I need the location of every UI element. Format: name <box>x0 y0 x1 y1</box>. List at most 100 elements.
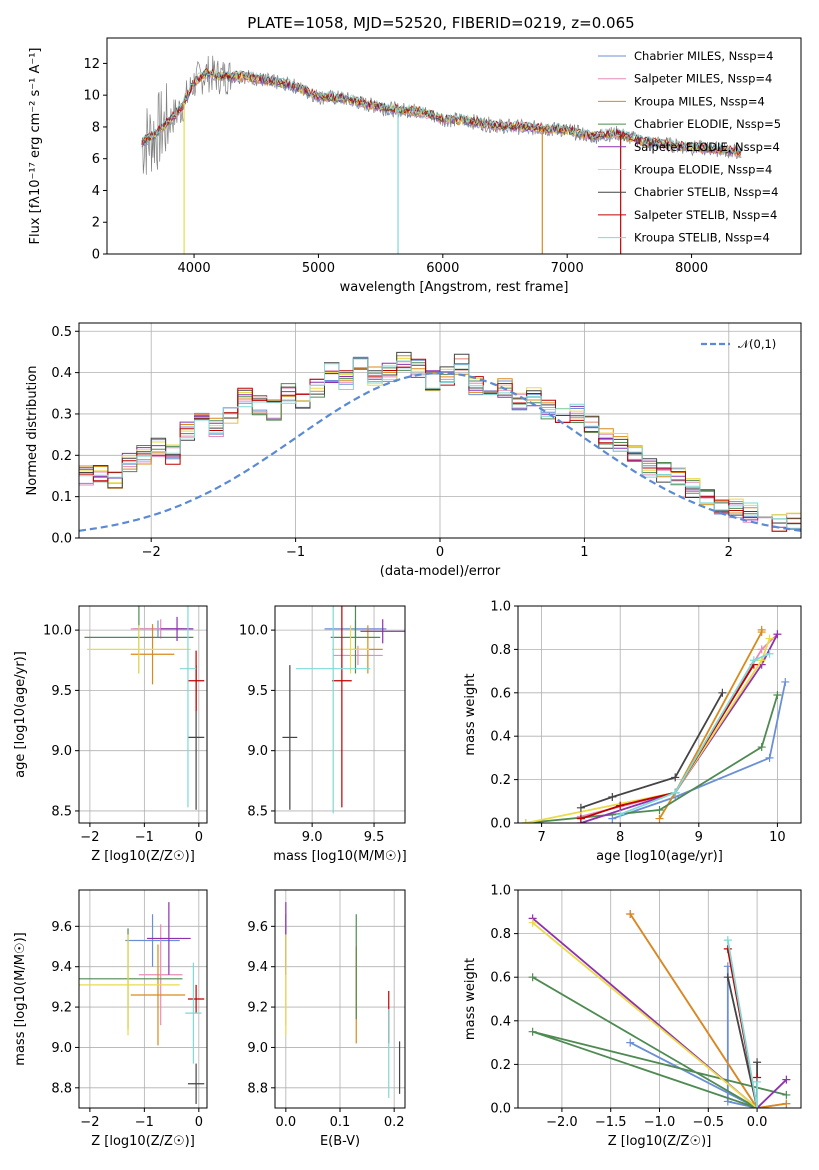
legend-label: Salpeter ELODIE, Nssp=4 <box>634 140 780 154</box>
y-tick-label: 0.6 <box>490 686 511 701</box>
y-tick-label: 4 <box>92 184 100 199</box>
y-axis-label: Flux [fλ10⁻¹⁷ erg cm⁻² s⁻¹ A⁻¹] <box>28 48 43 245</box>
series-marker <box>608 814 617 823</box>
series-marker <box>749 656 758 665</box>
series-marker <box>616 801 625 810</box>
errorbar-group <box>282 606 405 814</box>
series-marker <box>723 973 732 982</box>
normal-curve-line <box>79 371 801 532</box>
line-group <box>521 625 790 823</box>
mass-vs-Z-axes: −2 −1 0 8.8 9.0 9.2 9.4 9.6 Z [log10(Z/Z☉)] mass … <box>13 889 208 1149</box>
histogram-step-line <box>79 358 801 531</box>
residuals-axes: −2 −1 0 1 2 0.0 0.1 0.2 0.3 0.4 0.5 (data-model)/er… <box>25 322 802 579</box>
y-tick-label: 8 <box>92 120 100 135</box>
x-tick-label: 2 <box>725 545 733 560</box>
series-marker <box>723 936 732 945</box>
y-tick-label: 0.8 <box>490 643 511 658</box>
y-tick-label: 9.0 <box>247 744 268 759</box>
series-marker <box>753 1077 762 1086</box>
series-marker <box>757 645 766 654</box>
legend-label: Kroupa STELIB, Nssp=4 <box>634 231 770 245</box>
series-marker <box>723 944 732 953</box>
y-tick-label: 9.4 <box>51 960 72 975</box>
model-spectrum-line <box>141 69 742 154</box>
histogram-step-line <box>79 355 801 532</box>
x-axis-label: (data-model)/error <box>380 564 501 579</box>
y-tick-label: 9.6 <box>51 920 72 935</box>
x-tick-label: 0.0 <box>275 1115 296 1130</box>
y-tick-label: 9.5 <box>51 684 72 699</box>
y-tick-label: 0.1 <box>51 490 72 505</box>
x-axis-label: E(B-V) <box>320 1134 360 1149</box>
series-marker <box>608 792 617 801</box>
massweight-vs-age-axes: 7 8 9 10 0.0 0.2 0.4 0.6 0.8 1.0 age [log10(age/yr… <box>463 600 802 864</box>
series-line <box>580 692 724 809</box>
histogram-step-line <box>79 356 801 530</box>
y-tick-label: 10.0 <box>239 624 268 639</box>
x-tick-label: 0.0 <box>747 1115 768 1130</box>
x-tick-label: 0 <box>195 830 203 845</box>
x-axis-label: age [log10(age/yr)] <box>596 849 723 864</box>
x-tick-label: −2.0 <box>546 1115 578 1130</box>
legend-label: Salpeter MILES, Nssp=4 <box>634 72 772 86</box>
axes-frame <box>78 605 208 824</box>
series-marker <box>753 1104 762 1108</box>
legend-label: Salpeter STELIB, Nssp=4 <box>634 208 777 222</box>
y-tick-label: 0.4 <box>490 1014 511 1029</box>
series-line <box>629 966 758 1108</box>
x-tick-label: 9.5 <box>364 830 385 845</box>
y-tick-label: 0.8 <box>490 927 511 942</box>
y-tick-label: 0.2 <box>490 1058 511 1073</box>
y-tick-label: 0.4 <box>490 730 511 745</box>
x-tick-label: −2 <box>80 1115 99 1130</box>
y-tick-label: 6 <box>92 152 100 167</box>
x-tick-label: −1 <box>135 830 154 845</box>
line-group <box>528 909 791 1108</box>
axes-frame <box>78 322 802 539</box>
y-axis-label: age [log10(age/yr)] <box>13 651 28 778</box>
legend-label: Chabrier MILES, Nssp=4 <box>634 49 773 63</box>
axes-frame <box>517 889 802 1109</box>
y-tick-label: 10.0 <box>43 624 72 639</box>
axes-frame <box>78 889 208 1109</box>
y-tick-label: 10 <box>83 89 100 104</box>
y-tick-label: 9.5 <box>247 684 268 699</box>
series-line <box>532 917 788 1108</box>
axes-frame <box>106 37 802 255</box>
series-marker <box>782 1075 791 1084</box>
y-tick-label: 2 <box>92 216 100 231</box>
y-tick-label: 0.4 <box>51 366 72 381</box>
x-tick-label: 0.2 <box>384 1115 405 1130</box>
series-marker <box>773 690 782 699</box>
y-tick-label: 9.0 <box>247 1041 268 1056</box>
y-tick-label: 8.5 <box>247 804 268 819</box>
x-axis-label: Z [log10(Z/Z☉)] <box>91 1134 195 1149</box>
x-tick-label: −1 <box>286 545 305 560</box>
series-marker <box>521 819 530 823</box>
series-marker <box>757 743 766 752</box>
x-tick-label: −1.5 <box>595 1115 627 1130</box>
series-marker <box>782 1099 791 1108</box>
legend-label: 𝒩(0,1) <box>738 337 776 351</box>
plot-title: PLATE=1058, MJD=52520, FIBERID=0219, z=0… <box>247 14 634 32</box>
y-tick-label: 0.2 <box>490 773 511 788</box>
series-marker <box>781 677 790 686</box>
y-tick-label: 0.0 <box>51 532 72 547</box>
series-marker <box>765 649 774 658</box>
series-marker <box>671 788 680 797</box>
series-marker <box>773 630 782 639</box>
x-axis-label: Z [log10(Z/Z☉)] <box>91 849 195 864</box>
y-tick-label: 8.8 <box>247 1081 268 1096</box>
x-tick-label: 8 <box>616 830 624 845</box>
x-tick-label: 0.1 <box>330 1115 351 1130</box>
x-tick-label: 1 <box>580 545 588 560</box>
y-tick-label: 0.6 <box>490 971 511 986</box>
series-marker <box>576 803 585 812</box>
massweight-vs-Z-axes: −2.0 −1.5 −1.0 −0.5 0.0 0.0 0.2 0.4 0.6 0.8 1.0 Z [… <box>463 884 802 1149</box>
histogram-step-line <box>79 362 801 535</box>
y-tick-label: 0.0 <box>490 817 511 832</box>
series-marker <box>528 973 537 982</box>
series-marker <box>576 814 585 823</box>
x-tick-label: 0 <box>195 1115 203 1130</box>
